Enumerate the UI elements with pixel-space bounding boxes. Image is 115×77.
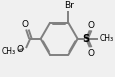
Text: Br: Br: [64, 1, 73, 10]
Text: O: O: [17, 45, 24, 54]
Text: O: O: [21, 20, 28, 29]
Text: O: O: [87, 21, 94, 30]
Text: S: S: [82, 34, 89, 44]
Text: CH₃: CH₃: [1, 47, 15, 56]
Text: O: O: [87, 49, 94, 58]
Text: CH₃: CH₃: [99, 34, 113, 43]
